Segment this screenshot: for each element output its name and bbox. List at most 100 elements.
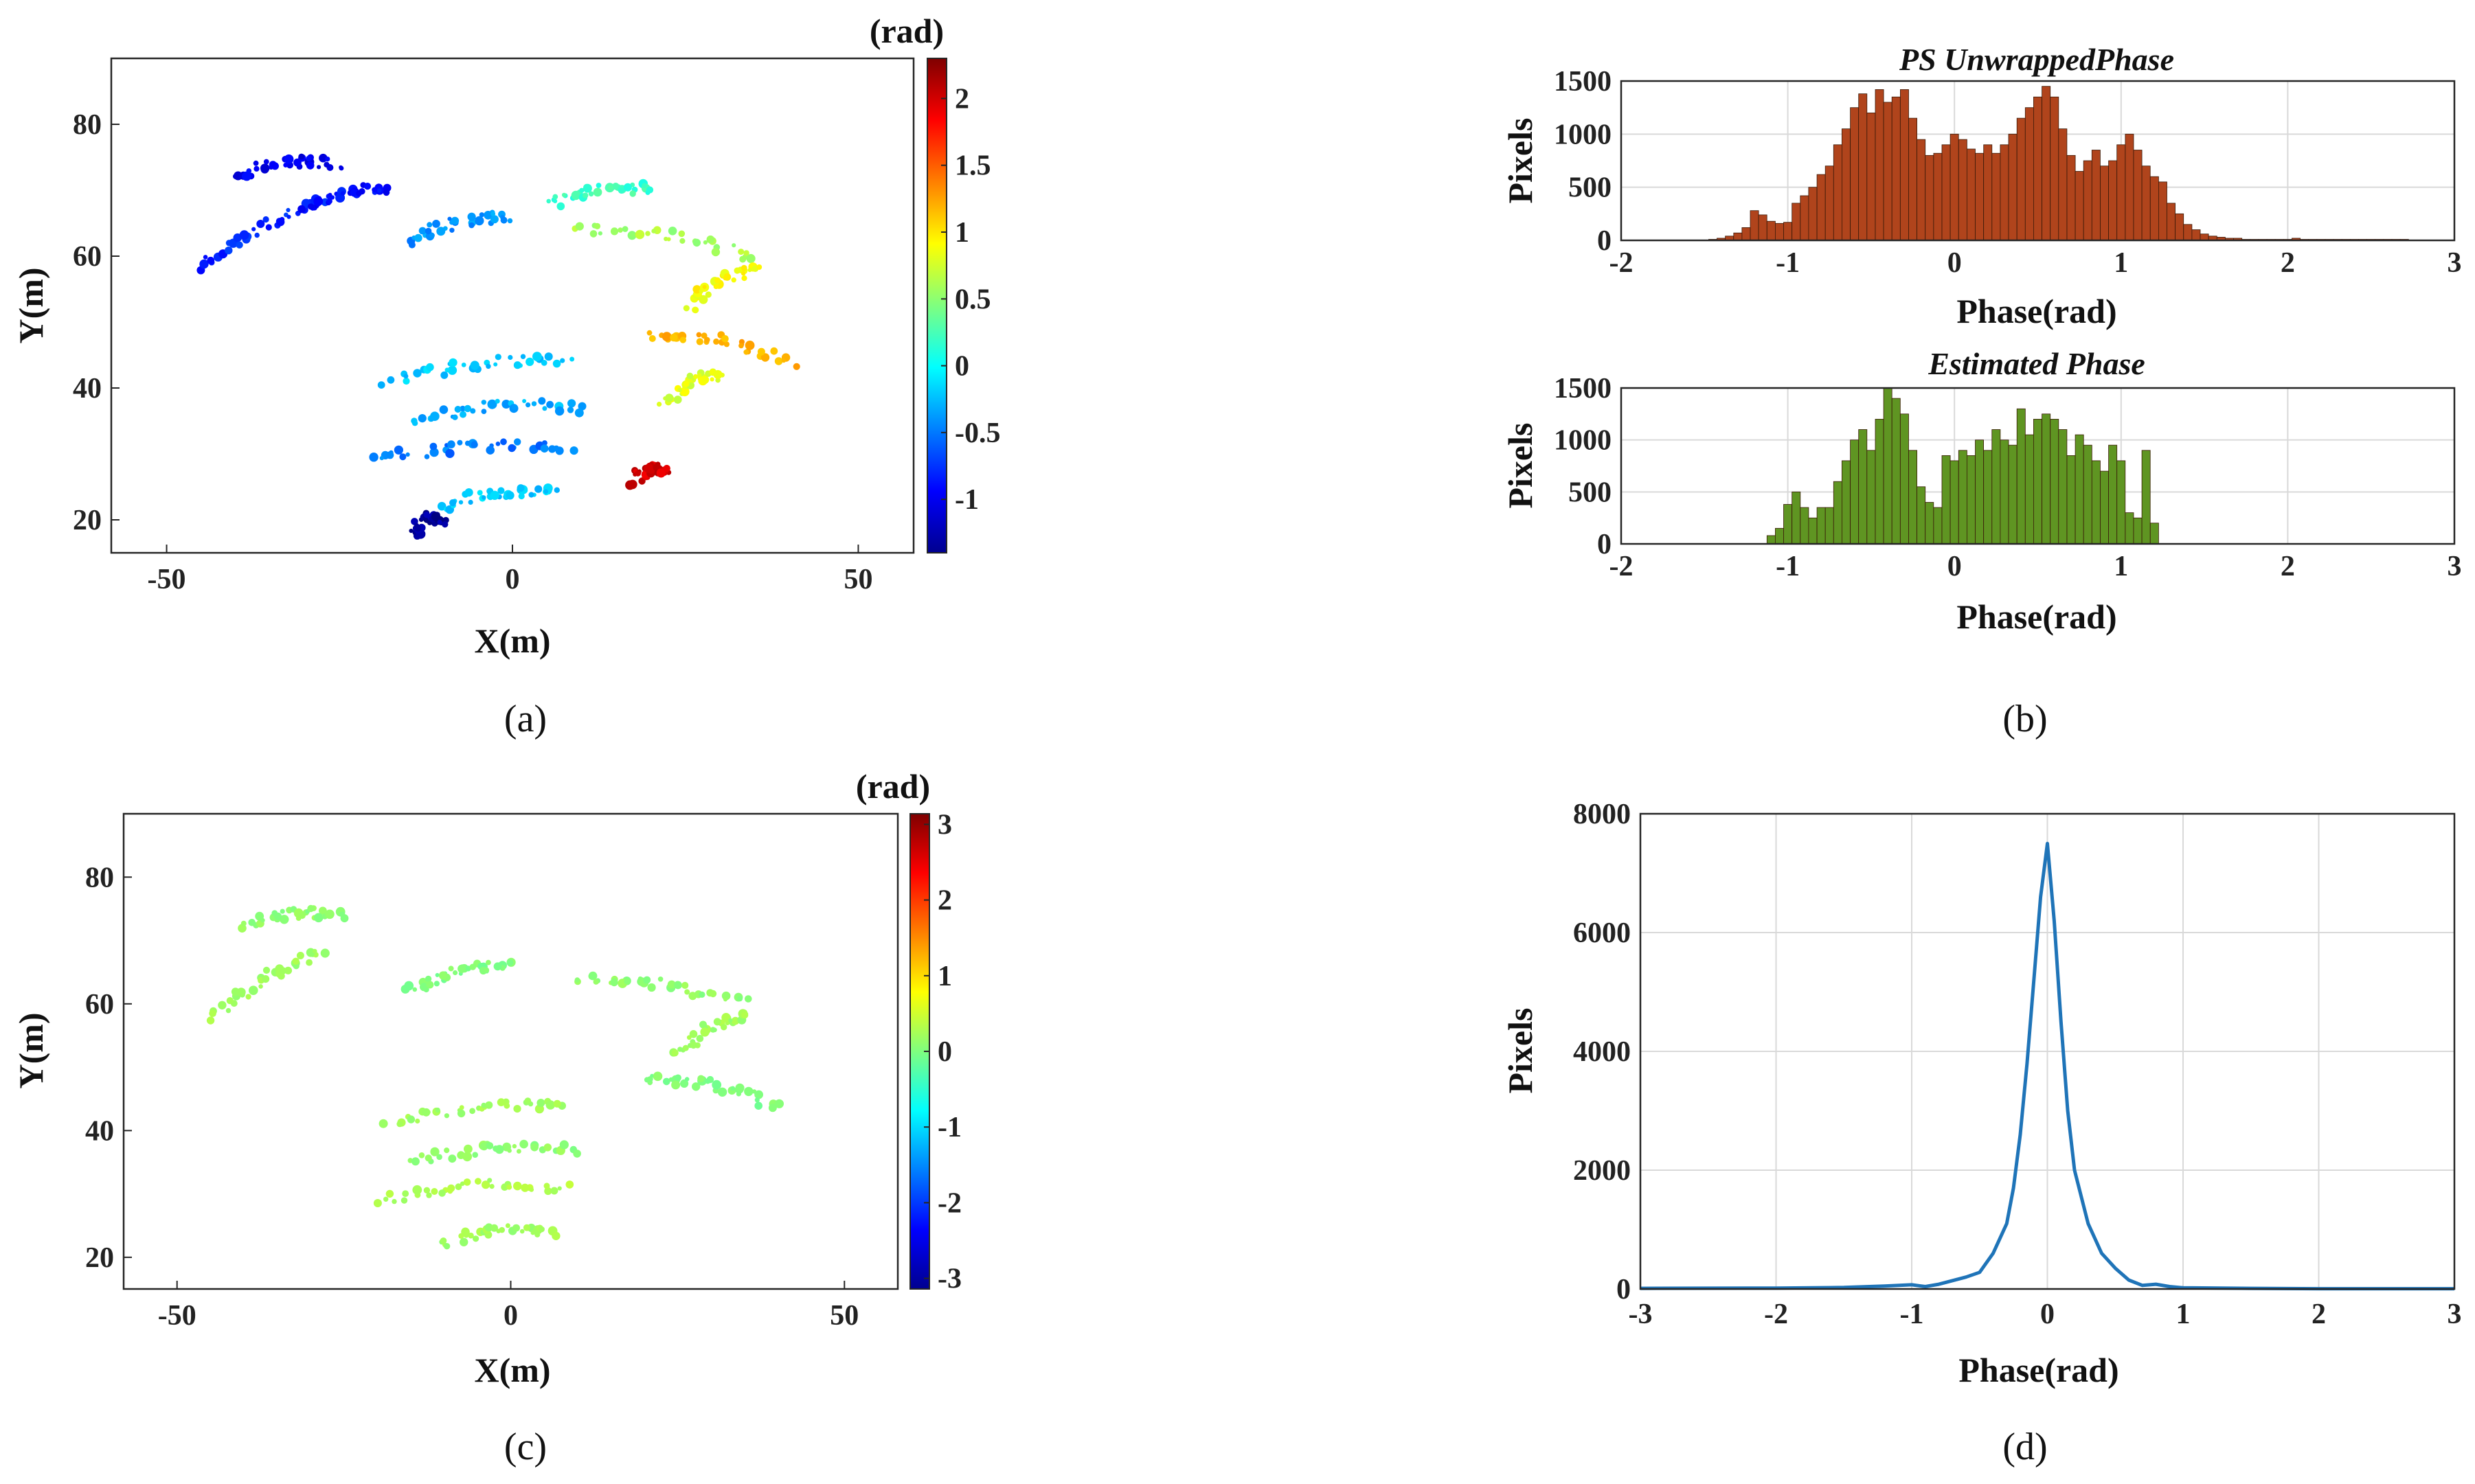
map-point <box>314 913 324 923</box>
map-point <box>745 995 752 1003</box>
y-tick-label: 1500 <box>1554 66 1612 98</box>
map-point <box>463 1178 471 1186</box>
panel-b-top-title: PS UnwrappedPhase <box>1899 42 2174 77</box>
histogram-bar <box>1966 148 1976 241</box>
map-point <box>482 495 486 500</box>
map-point <box>670 333 678 342</box>
map-point <box>663 464 670 472</box>
map-point <box>481 409 487 414</box>
map-point <box>269 161 277 169</box>
map-point <box>415 1118 420 1124</box>
x-tick-label: -2 <box>1764 1299 1788 1330</box>
map-point <box>448 966 454 972</box>
map-point <box>507 1148 512 1153</box>
map-point <box>553 1099 561 1108</box>
map-point <box>460 405 466 412</box>
map-point <box>679 336 686 343</box>
histogram-bar <box>2108 160 2118 241</box>
map-point <box>559 1140 569 1150</box>
x-tick-label: 0 <box>1947 551 1962 582</box>
map-point <box>760 353 770 362</box>
colorbar-tick-label: 1 <box>955 217 969 249</box>
map-point <box>482 1180 490 1189</box>
panel-a-points <box>196 153 800 540</box>
map-point <box>443 1243 451 1250</box>
map-point <box>734 267 741 274</box>
map-point <box>741 275 747 282</box>
panel-c-axes <box>122 812 899 1290</box>
map-point <box>317 165 321 170</box>
map-point <box>567 399 576 408</box>
map-point <box>414 523 420 529</box>
map-point <box>648 335 656 342</box>
map-point <box>470 361 479 370</box>
map-point <box>326 198 332 205</box>
histogram-bar <box>1883 102 1892 241</box>
map-point <box>225 247 233 255</box>
map-point <box>523 1224 530 1231</box>
histogram-bar <box>1899 89 1909 241</box>
map-point <box>464 440 471 446</box>
map-point <box>519 1139 528 1149</box>
histogram-bar <box>2075 171 2084 241</box>
map-point <box>500 216 508 224</box>
histogram-bar <box>2116 460 2126 545</box>
map-point <box>437 501 447 511</box>
colorbar-tick-label: 0.5 <box>955 284 991 315</box>
map-point <box>445 448 455 458</box>
map-point <box>399 453 407 461</box>
map-point <box>651 229 657 233</box>
map-point <box>656 468 666 478</box>
map-point <box>307 904 315 913</box>
map-point <box>743 349 749 355</box>
map-point <box>528 492 534 498</box>
map-point <box>293 158 302 167</box>
histogram-bar <box>2100 165 2110 241</box>
histogram-bar <box>1833 481 1842 545</box>
histogram-bar <box>1858 429 1868 545</box>
map-point <box>741 1012 749 1019</box>
map-point <box>495 354 501 361</box>
map-point <box>449 499 457 507</box>
map-point <box>447 365 457 375</box>
histogram-bar <box>1774 527 1784 545</box>
histogram-bar <box>2125 133 2134 241</box>
map-point <box>493 962 502 971</box>
map-point <box>741 271 746 276</box>
map-point <box>594 222 601 229</box>
colorbar-tick-label: -1 <box>955 484 979 516</box>
map-point <box>457 1109 466 1118</box>
map-point <box>462 1152 473 1162</box>
map-point <box>517 484 525 492</box>
y-tick-label: 4000 <box>1573 1036 1631 1068</box>
map-point <box>635 470 642 477</box>
histogram-bar <box>1975 440 1985 545</box>
histogram-bar <box>2167 203 2176 241</box>
colorbar-tick-label: 3 <box>938 809 952 841</box>
map-point <box>460 411 466 418</box>
map-point <box>396 1121 403 1128</box>
map-point <box>385 1189 394 1198</box>
map-point <box>425 227 432 235</box>
map-point <box>447 1188 453 1194</box>
panel-c-xlabel: X(m) <box>474 1351 550 1389</box>
histogram-bar <box>1850 107 1860 241</box>
histogram-bar <box>1800 195 1809 241</box>
x-tick-label: 1 <box>2114 247 2128 279</box>
map-point <box>657 977 664 982</box>
histogram-bar <box>1991 429 2001 545</box>
histogram-bar <box>2050 419 2059 545</box>
panel-a-ticks: -50 0 50 20 40 60 80 <box>73 109 872 595</box>
histogram-bar <box>2149 523 2159 545</box>
histogram-bar <box>1766 220 1776 241</box>
histogram-bar <box>1983 450 1993 545</box>
map-point <box>714 277 721 284</box>
map-point <box>426 1192 432 1198</box>
histogram-bar <box>1966 455 1976 545</box>
map-point <box>501 1183 508 1191</box>
map-point <box>394 445 404 455</box>
map-point <box>552 359 561 368</box>
x-tick-label: 2 <box>2312 1299 2326 1330</box>
map-point <box>505 1223 510 1229</box>
map-point <box>475 216 484 226</box>
